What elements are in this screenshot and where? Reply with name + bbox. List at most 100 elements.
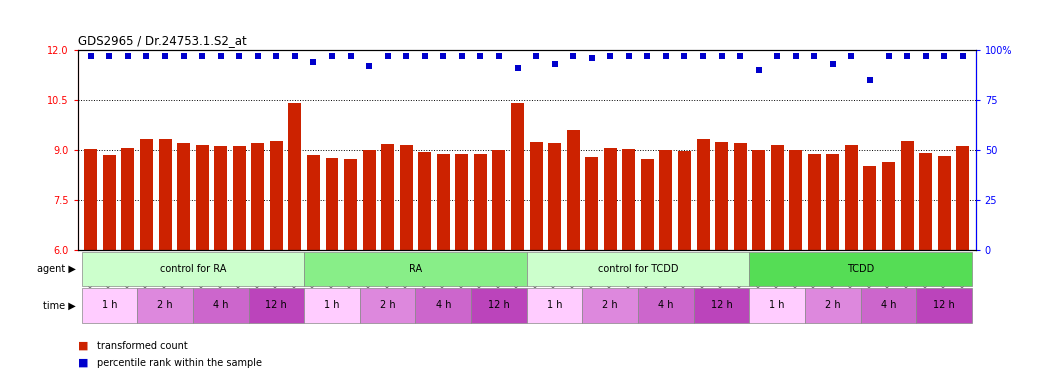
Point <box>175 53 192 59</box>
Bar <box>248 288 304 323</box>
Point <box>602 53 619 59</box>
Point <box>732 53 748 59</box>
Text: RA: RA <box>409 264 422 274</box>
Text: control for RA: control for RA <box>160 264 226 274</box>
Text: 1 h: 1 h <box>102 300 117 310</box>
Text: 4 h: 4 h <box>436 300 452 310</box>
Point <box>954 53 971 59</box>
Bar <box>771 145 784 250</box>
Bar <box>103 155 116 250</box>
Bar <box>251 144 265 250</box>
Text: agent ▶: agent ▶ <box>37 264 76 274</box>
Point <box>583 55 600 61</box>
Bar <box>195 145 209 250</box>
Bar <box>548 143 562 250</box>
Bar <box>456 154 468 250</box>
Bar <box>917 288 972 323</box>
Bar <box>582 288 638 323</box>
Text: TCDD: TCDD <box>847 264 874 274</box>
Bar <box>400 146 413 250</box>
Point <box>788 53 804 59</box>
Bar <box>901 141 913 250</box>
Bar <box>84 149 98 250</box>
Point <box>249 53 266 59</box>
Point <box>119 53 136 59</box>
Bar <box>715 142 728 250</box>
Bar <box>437 154 449 250</box>
Point <box>899 53 916 59</box>
Point <box>454 53 470 59</box>
Bar <box>418 152 431 250</box>
Bar <box>511 103 524 250</box>
Bar <box>805 288 861 323</box>
Bar <box>381 144 394 250</box>
Point <box>286 53 303 59</box>
Text: time ▶: time ▶ <box>43 300 76 310</box>
Point <box>194 53 211 59</box>
Point <box>305 59 322 65</box>
Point <box>750 67 767 73</box>
Bar <box>492 150 506 250</box>
Bar <box>214 146 227 250</box>
Bar <box>193 288 248 323</box>
Bar <box>471 288 526 323</box>
Bar <box>696 139 710 250</box>
Point <box>807 53 823 59</box>
Bar <box>749 288 805 323</box>
Point <box>361 63 378 69</box>
Point <box>83 53 100 59</box>
Point <box>416 53 433 59</box>
Bar <box>734 144 746 250</box>
Text: 2 h: 2 h <box>602 300 618 310</box>
Bar <box>882 162 895 250</box>
Point <box>936 53 953 59</box>
Bar <box>956 146 969 250</box>
Bar <box>526 288 582 323</box>
Point <box>379 53 395 59</box>
Bar <box>826 154 840 250</box>
Point <box>862 77 878 83</box>
Text: 12 h: 12 h <box>266 300 288 310</box>
Point <box>101 53 117 59</box>
Bar <box>861 288 917 323</box>
Bar <box>360 288 415 323</box>
Point <box>324 53 340 59</box>
Point <box>472 53 489 59</box>
Bar <box>233 146 246 250</box>
Text: control for TCDD: control for TCDD <box>598 264 679 274</box>
Bar <box>304 252 526 286</box>
Point <box>398 53 414 59</box>
Text: 12 h: 12 h <box>711 300 733 310</box>
Bar <box>415 288 471 323</box>
Bar <box>789 150 802 250</box>
Bar <box>137 288 193 323</box>
Point <box>268 53 284 59</box>
Bar <box>474 154 487 250</box>
Point <box>138 53 155 59</box>
Bar <box>845 145 858 250</box>
Bar <box>177 144 190 250</box>
Point <box>621 53 637 59</box>
Bar <box>864 166 876 250</box>
Bar <box>270 141 282 250</box>
Bar <box>529 142 543 250</box>
Bar <box>638 288 693 323</box>
Text: ■: ■ <box>78 358 88 368</box>
Bar <box>526 252 749 286</box>
Point <box>491 53 508 59</box>
Point <box>510 65 526 71</box>
Bar <box>678 151 691 250</box>
Point <box>658 53 675 59</box>
Bar <box>82 252 304 286</box>
Point <box>694 53 711 59</box>
Point <box>527 53 544 59</box>
Text: 4 h: 4 h <box>213 300 228 310</box>
Bar <box>808 154 821 250</box>
Text: 2 h: 2 h <box>157 300 173 310</box>
Text: 4 h: 4 h <box>658 300 674 310</box>
Point <box>824 61 841 67</box>
Text: percentile rank within the sample: percentile rank within the sample <box>97 358 262 368</box>
Bar <box>362 150 376 250</box>
Bar <box>567 131 579 250</box>
Bar <box>919 154 932 250</box>
